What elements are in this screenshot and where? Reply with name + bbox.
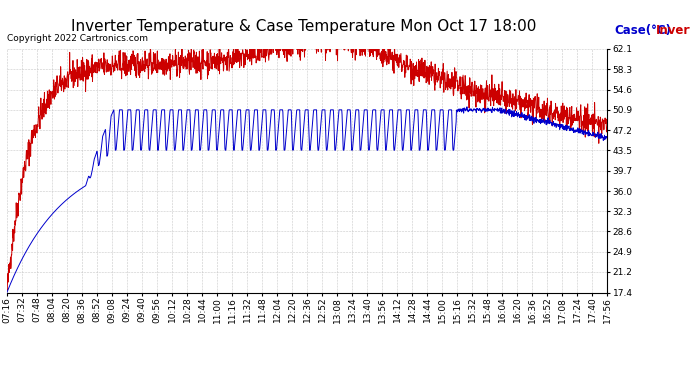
Text: Copyright 2022 Cartronics.com: Copyright 2022 Cartronics.com bbox=[7, 34, 148, 43]
Text: Inverter Temperature & Case Temperature Mon Oct 17 18:00: Inverter Temperature & Case Temperature … bbox=[71, 19, 536, 34]
Text: Case(°C): Case(°C) bbox=[614, 24, 671, 38]
Text: Inverter(°C): Inverter(°C) bbox=[656, 24, 690, 38]
